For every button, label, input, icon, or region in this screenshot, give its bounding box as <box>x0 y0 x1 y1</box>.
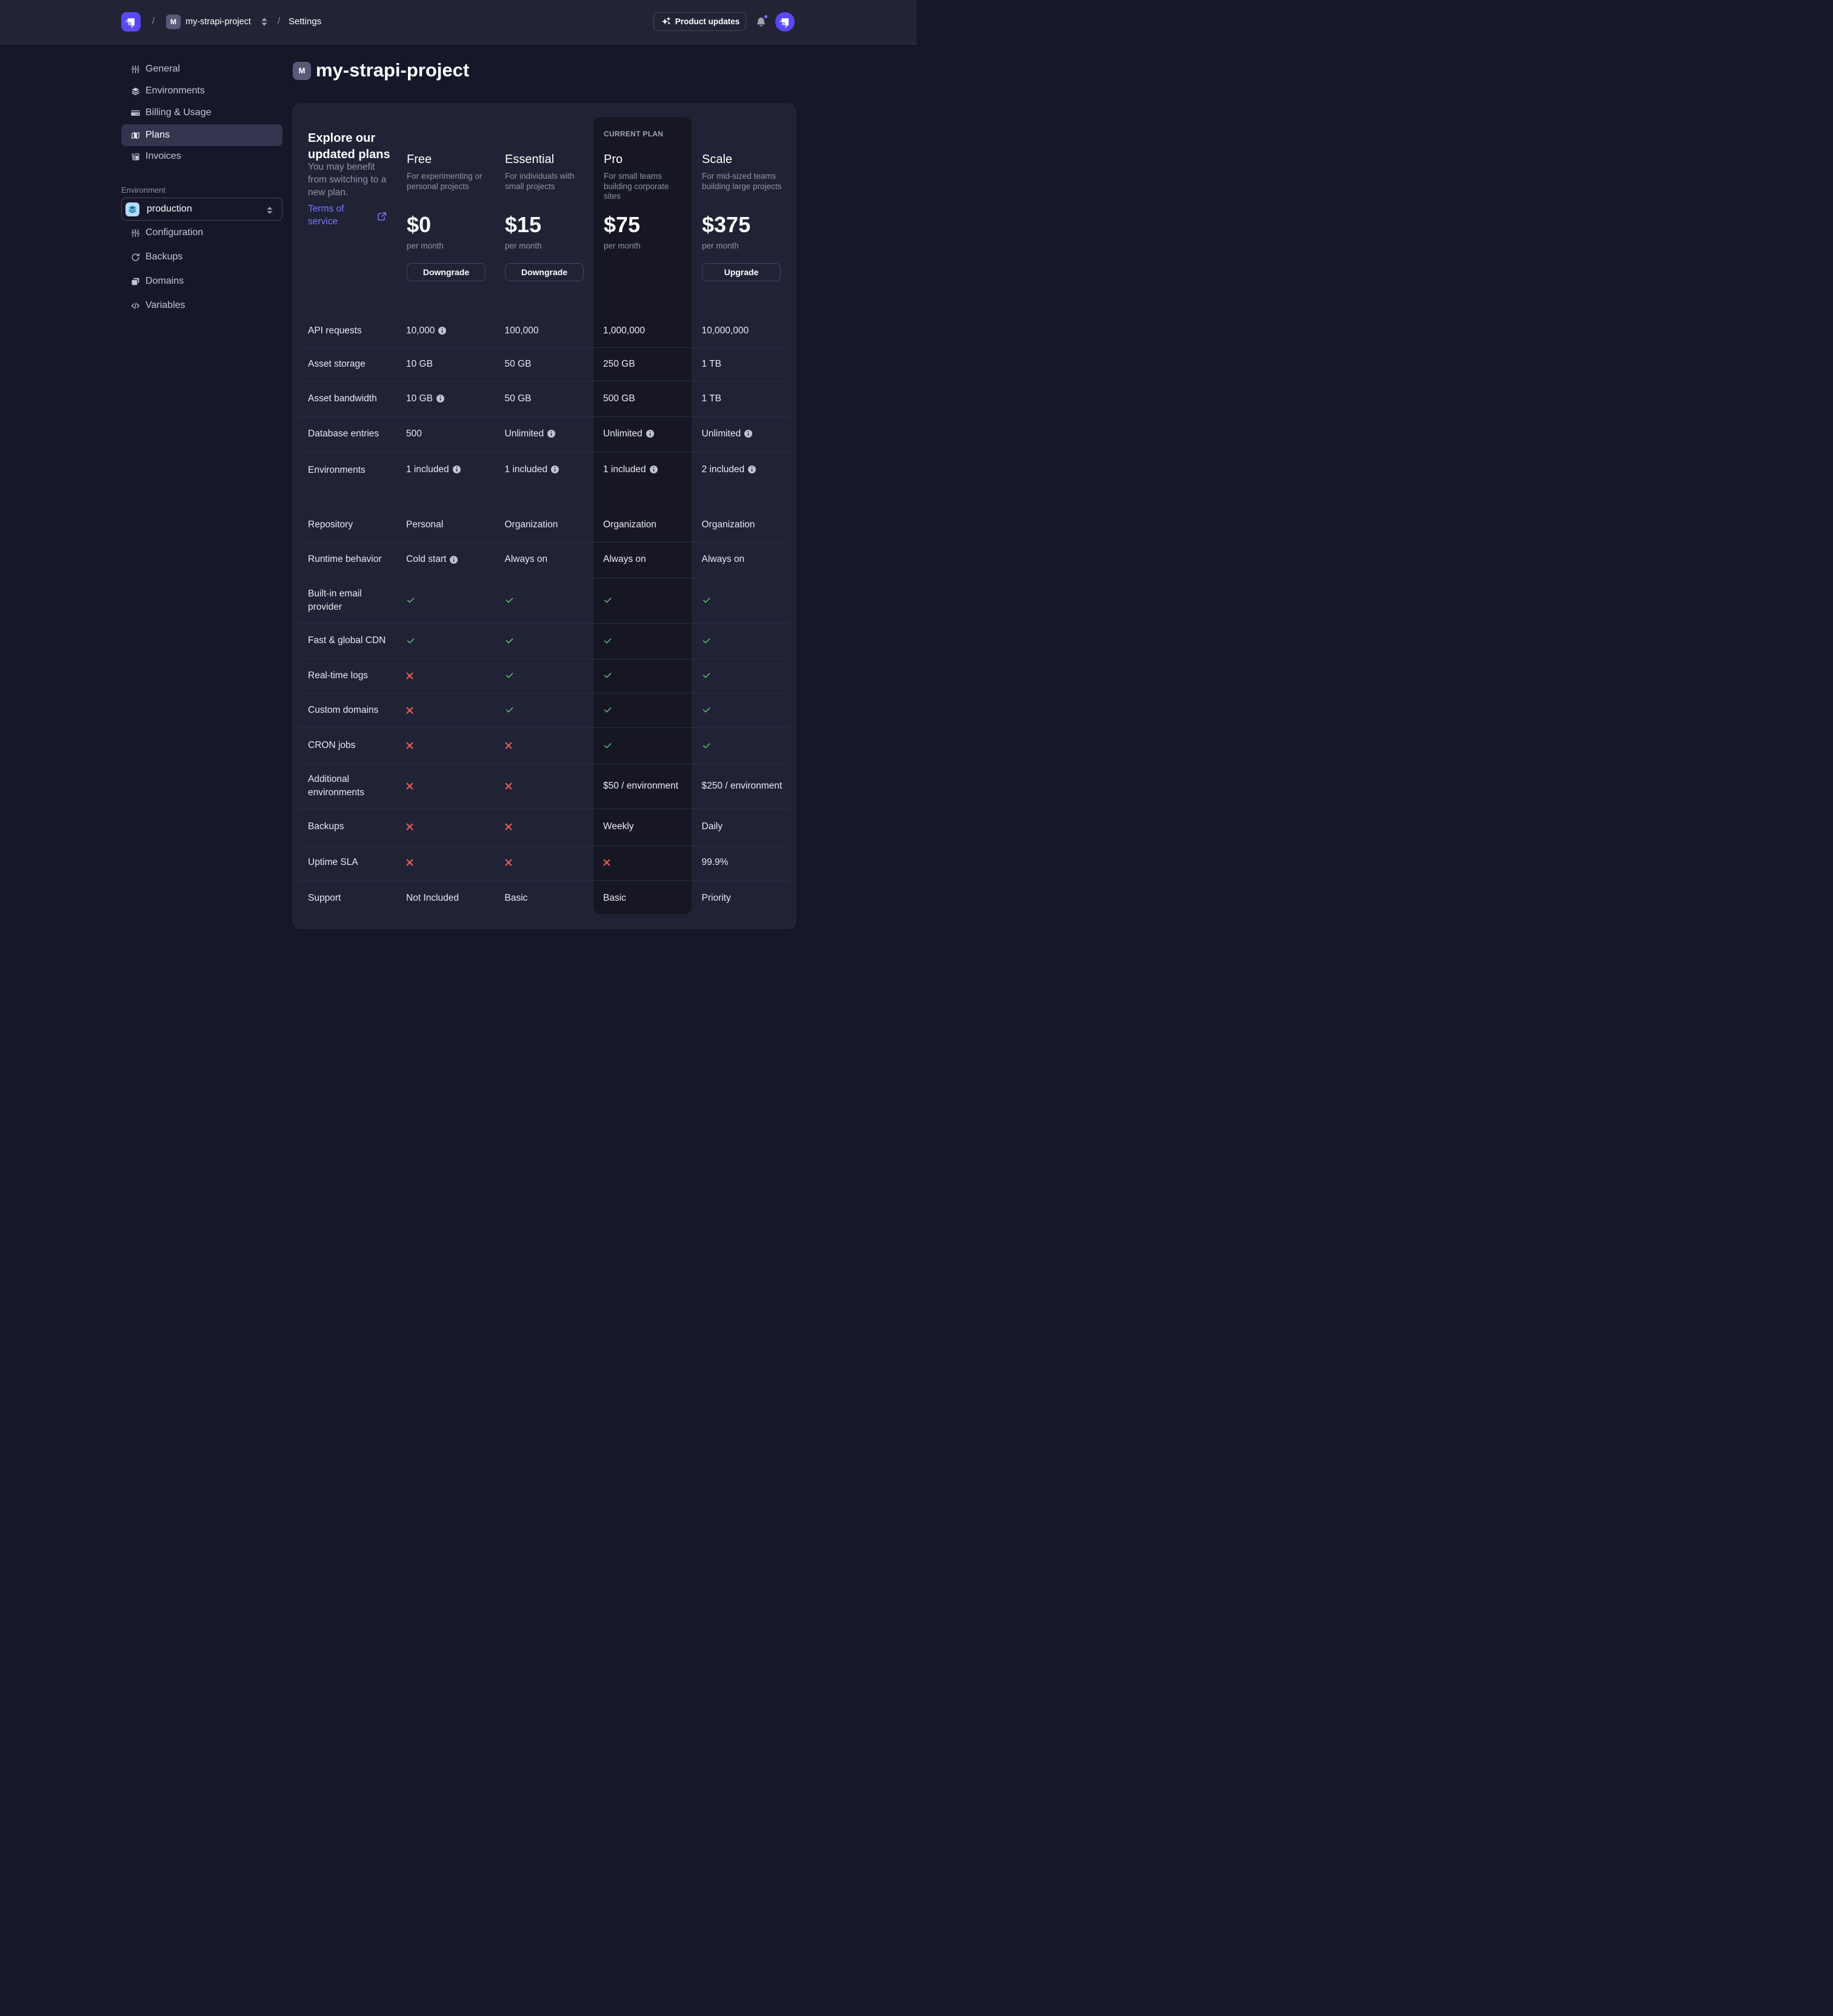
svg-text:$: $ <box>132 153 134 158</box>
